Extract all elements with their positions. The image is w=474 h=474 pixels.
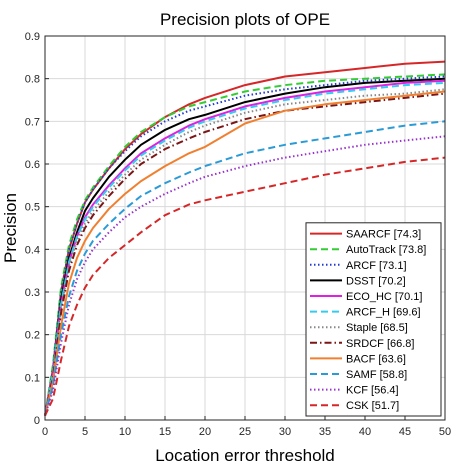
legend-label-4: ECO_HC [70.1] <box>346 291 422 303</box>
legend-label-2: ARCF [73.1] <box>346 260 407 272</box>
x-tick-label: 40 <box>359 426 371 438</box>
y-tick-label: 0.5 <box>25 202 40 214</box>
x-tick-label: 45 <box>399 426 411 438</box>
legend-label-8: BACF [63.6] <box>346 353 406 365</box>
x-tick-label: 30 <box>279 426 291 438</box>
series-line-8 <box>44 90 446 416</box>
x-tick-label: 25 <box>239 426 251 438</box>
legend-label-6: Staple [68.5] <box>346 322 408 334</box>
x-tick-label: 35 <box>319 426 331 438</box>
y-tick-label: 0.2 <box>25 330 40 342</box>
x-tick-label: 0 <box>42 426 48 438</box>
series-line-2 <box>44 75 446 416</box>
x-axis-label: Location error threshold <box>155 446 335 465</box>
series-line-5 <box>44 81 446 416</box>
x-tick-label: 15 <box>159 426 171 438</box>
y-tick-label: 0.7 <box>25 116 40 128</box>
series-line-11 <box>44 156 446 417</box>
x-tick-label: 10 <box>119 426 131 438</box>
x-tick-label: 20 <box>199 426 211 438</box>
axis-ticks: 0 5 10 15 20 25 30 35 40 45 50 0 0.1 0.2 0.3 0.4 0.5 0.6 0… <box>25 31 451 438</box>
series-layer <box>44 60 446 417</box>
legend-label-11: CSK [51.7] <box>346 400 399 412</box>
legend-label-3: DSST [70.2] <box>346 275 406 287</box>
series-line-10 <box>44 135 446 416</box>
legend-label-1: AutoTrack [73.8] <box>346 244 426 256</box>
series-line-7 <box>44 92 446 416</box>
x-tick-label: 50 <box>439 426 451 438</box>
legend-label-9: SAMF [58.8] <box>346 369 407 381</box>
legend: SAARCF [74.3] AutoTrack [73.8] ARCF [73.1]… <box>305 222 442 417</box>
y-axis-label: Precision <box>1 193 20 263</box>
y-tick-label: 0 <box>34 415 40 427</box>
x-tick-label: 5 <box>82 426 88 438</box>
series-line-9 <box>44 120 446 416</box>
legend-label-5: ARCF_H [69.6] <box>346 307 421 319</box>
y-tick-label: 0.4 <box>25 244 40 256</box>
series-line-3 <box>44 77 446 416</box>
y-tick-label: 0.1 <box>25 372 40 384</box>
legend-label-7: SRDCF [66.8] <box>346 338 414 350</box>
legend-label-10: KCF [56.4] <box>346 385 399 397</box>
chart-title: Precision plots of OPE <box>160 10 330 29</box>
legend-label-0: SAARCF [74.3] <box>346 229 421 241</box>
series-line-1 <box>44 73 446 416</box>
y-tick-label: 0.3 <box>25 287 40 299</box>
y-tick-label: 0.6 <box>25 159 40 171</box>
legend-box <box>305 222 442 417</box>
y-tick-label: 0.8 <box>25 74 40 86</box>
y-tick-label: 0.9 <box>25 31 40 43</box>
